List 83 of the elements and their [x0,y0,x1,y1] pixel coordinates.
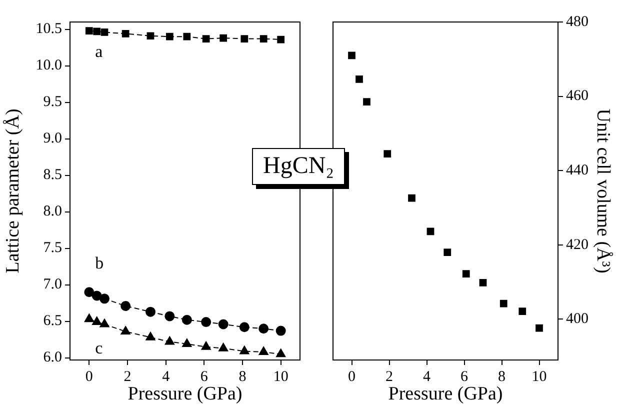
y-tick-label: 6.5 [43,313,62,330]
x-tick-label: 0 [85,368,93,385]
point [276,348,286,358]
annotation: HgCN₂ [252,148,346,185]
point [218,319,228,330]
point [100,28,108,36]
y2-tick-label: 420 [566,236,588,253]
point [240,346,250,354]
point [363,98,370,106]
point [92,316,102,326]
x-tick-label: 10 [273,368,288,385]
point [84,314,94,322]
point [182,314,192,325]
point [100,318,110,328]
point [183,32,191,40]
point [462,270,470,278]
point [258,324,269,334]
point [122,30,130,38]
series-label: b [95,254,104,273]
point [348,52,356,60]
point [384,150,392,158]
point [84,287,94,298]
x-tick-label: 4 [423,368,431,385]
y-tick-label: 9.0 [43,130,62,147]
y-tick-label: 10.5 [36,21,62,38]
point [444,248,452,256]
point [500,300,508,308]
point [536,324,543,332]
x-tick-label: 4 [162,368,170,385]
point [356,76,363,83]
point [218,342,228,352]
point [276,326,286,336]
x-tick-label: 0 [348,368,356,385]
x-axis-title: Pressure (GPa) [128,384,242,405]
point [239,322,250,332]
point [240,35,248,42]
point [100,294,110,304]
y2-tick-label: 480 [566,14,588,30]
point [166,32,174,40]
point [260,35,268,42]
point [146,332,156,340]
y-tick-label: 7.0 [43,276,62,293]
x-tick-label: 8 [498,368,506,385]
point [277,36,285,44]
point [182,338,192,347]
y2-tick-label: 460 [566,88,588,104]
y-tick-label: 10.0 [36,58,62,74]
y-axis-title: Lattice parameter (Å) [2,108,24,274]
y2-axis-title: Unit cell volume (Å³) [592,108,614,274]
point [146,32,154,40]
point [202,35,210,42]
x-tick-label: 6 [460,368,468,385]
point [518,308,526,316]
point [201,341,211,350]
point [408,194,416,202]
x-tick-label: 2 [386,368,393,385]
point [120,326,130,335]
point [220,34,228,42]
point [92,290,102,301]
point [85,27,93,34]
point [164,311,175,322]
series-label: c [95,338,104,358]
x-axis-title: Pressure (GPa) [388,384,503,405]
y-tick-label: 9.5 [43,94,62,110]
y2-tick-label: 440 [566,162,588,179]
point [93,28,101,36]
point [164,336,174,345]
y2-tick-label: 400 [566,311,588,328]
y-tick-label: 6.0 [43,350,62,366]
point [479,279,487,286]
point [426,228,434,236]
y-tick-label: 8.5 [43,167,62,184]
y-tick-label: 8.0 [43,204,62,220]
x-tick-label: 10 [532,368,547,385]
series-label: a [95,42,104,62]
x-tick-label: 8 [238,368,246,385]
x-tick-label: 2 [124,368,132,385]
y-tick-label: 7.5 [43,240,62,256]
point [120,300,131,311]
x-tick-label: 6 [200,368,208,385]
point [201,317,212,328]
point [258,346,268,355]
point [146,306,156,317]
